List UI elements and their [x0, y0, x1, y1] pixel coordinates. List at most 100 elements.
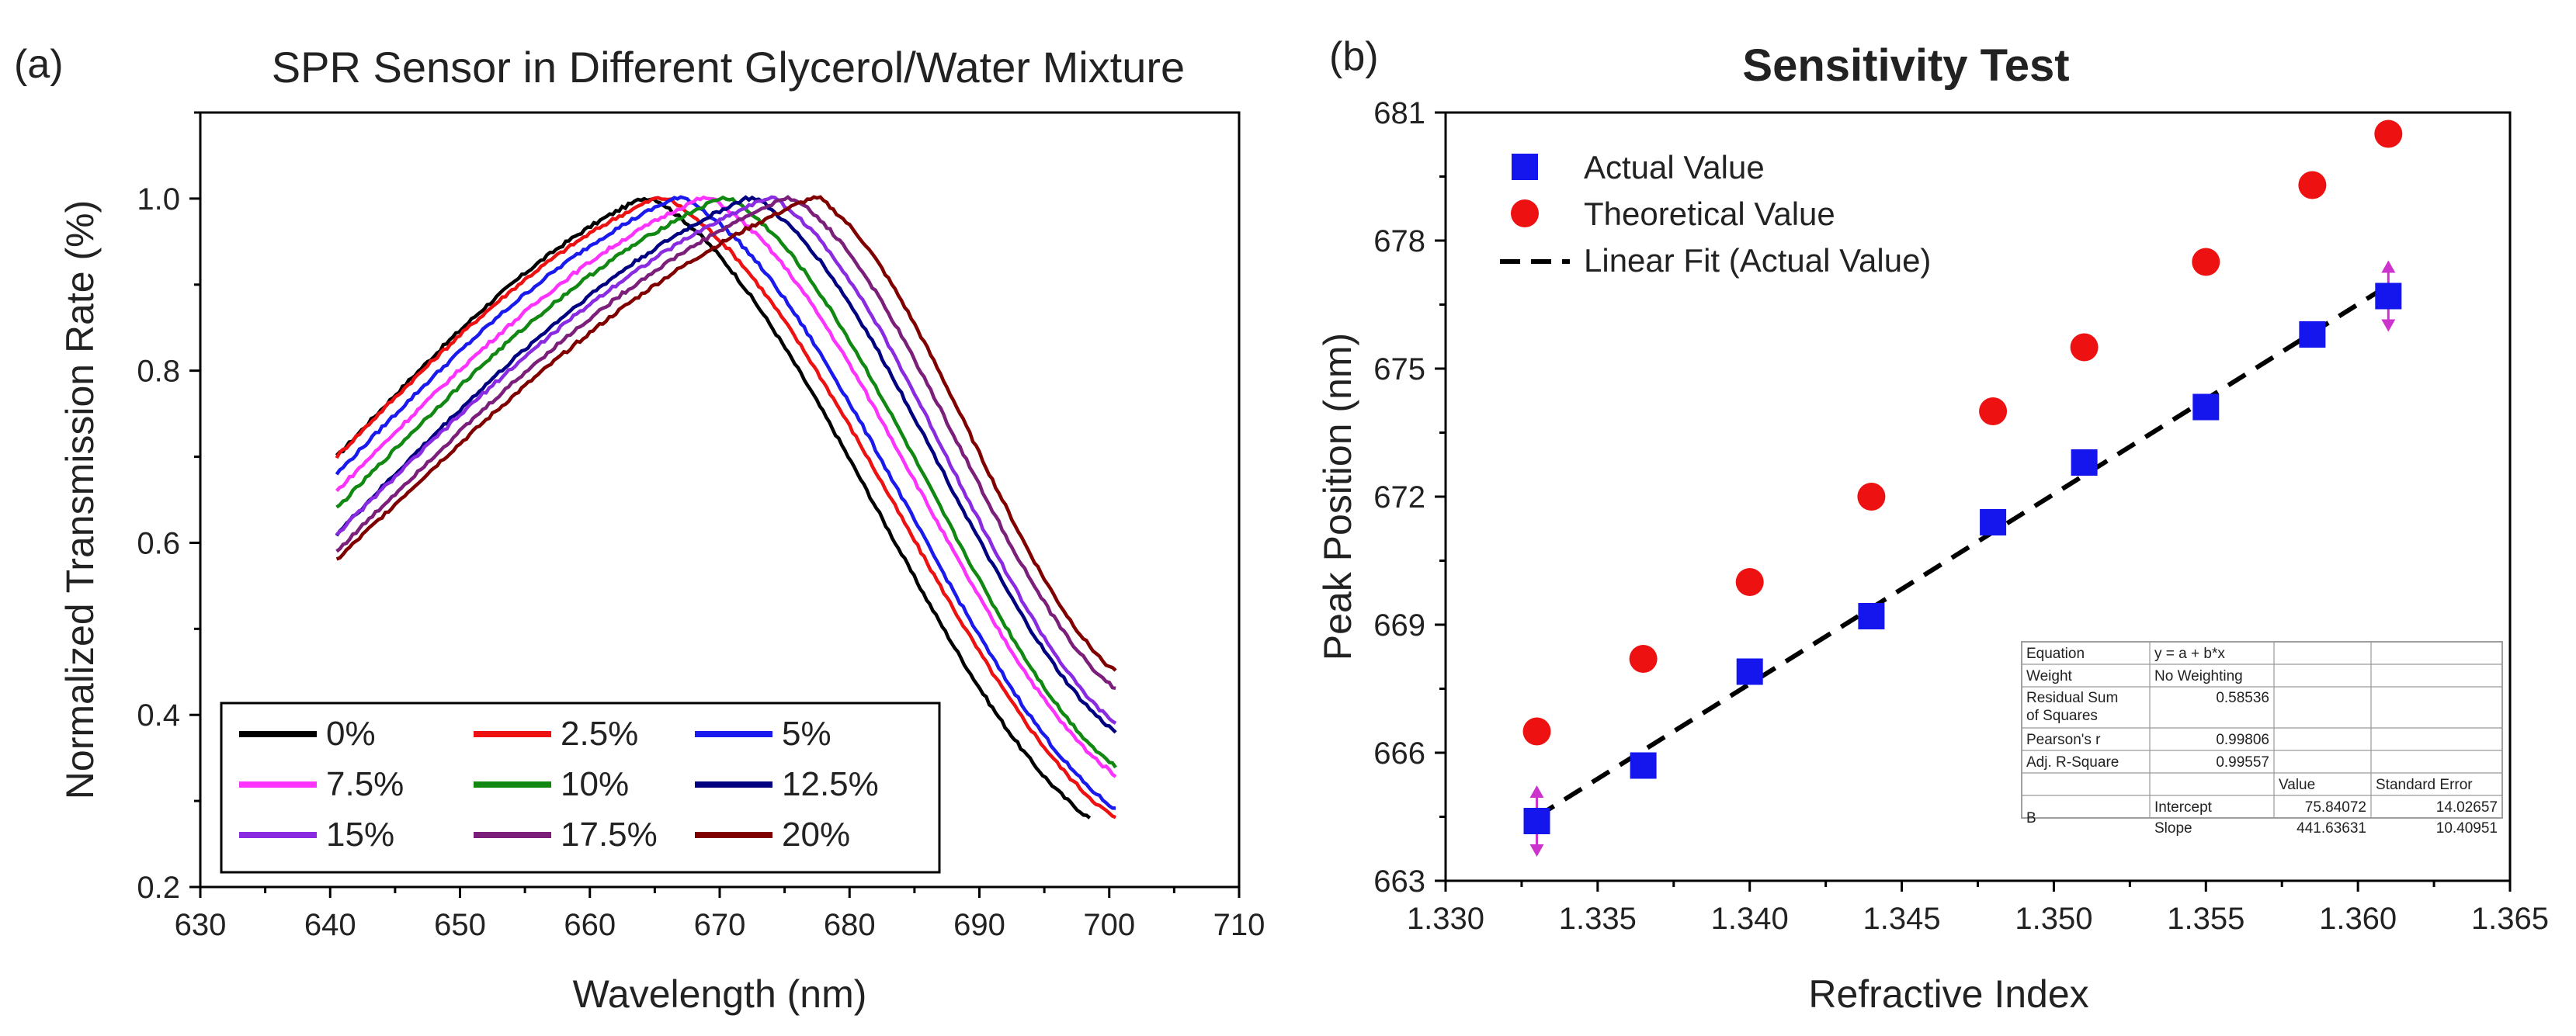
- panel-b-legend-actual-label: Actual Value: [1584, 149, 1765, 185]
- panel-b-theoretical-point: [2192, 248, 2220, 276]
- panel-b-y-tick-label: 669: [1373, 608, 1425, 643]
- panel-b-x-tick-label: 1.365: [2471, 902, 2549, 936]
- panel-b-theoretical-point: [2298, 171, 2327, 199]
- panel-b-stats-cell: 10.40951: [2436, 820, 2498, 837]
- panel-b-actual-point: [1858, 603, 1885, 629]
- panel-a-series-line: [335, 195, 1116, 691]
- panel-b-stats-cell: Weight: [2026, 668, 2073, 684]
- panel-b-stats-table: Equation y = a + b*x Weight No Weighting Res…: [2021, 641, 2503, 837]
- panel-b-legend: Actual Value Theoretical Value Linear Fit …: [1500, 149, 1931, 279]
- panel-a-title: SPR Sensor in Different Glycerol/Water M…: [272, 43, 1185, 92]
- panel-b-x-tick-label: 1.360: [2319, 902, 2397, 936]
- panel-a-x-tick-label: 700: [1083, 908, 1135, 942]
- panel-b-stats-cell: Intercept: [2154, 799, 2213, 816]
- panel-b-axis-ticks: 1.330 1.335 1.340 1.345 1.350 1.355 1.360 1.365…: [1373, 96, 2549, 936]
- panel-a-x-axis-title: Wavelength (nm): [573, 972, 867, 1016]
- panel-b-error-bar-cap-up: [1529, 785, 1544, 798]
- panel-b-y-tick-label: 666: [1373, 736, 1425, 771]
- panel-b-legend-theoretical-label: Theoretical Value: [1584, 196, 1835, 232]
- panel-a-x-tick-label: 680: [824, 908, 876, 942]
- panel-a-legend-label: 5%: [782, 715, 831, 753]
- panel-a-y-tick-label: 1.0: [137, 182, 180, 217]
- panel-b-stats-cell: Value: [2279, 777, 2315, 793]
- panel-b-stats-cell: Pearson's r: [2026, 732, 2101, 748]
- panel-b-theoretical-point: [2070, 333, 2099, 362]
- panel-a-x-tick-label: 710: [1213, 908, 1265, 942]
- panel-a-plot-frame: [199, 111, 1241, 889]
- panel-b-actual-point: [2192, 393, 2220, 421]
- panel-a-series-line: [335, 195, 1117, 778]
- panel-b-actual-point: [2071, 449, 2098, 476]
- panel-b-x-axis-title: Refractive Index: [1808, 972, 2088, 1016]
- panel-b-stats-cell: Adj. R-Square: [2026, 754, 2119, 771]
- panel-b-title: Sensitivity Test: [1742, 40, 2069, 91]
- panel-b-x-tick-label: 1.350: [2015, 902, 2092, 936]
- panel-a-legend-label: 20%: [782, 816, 850, 854]
- panel-b-x-tick-label: 1.335: [1559, 902, 1637, 936]
- panel-a-x-tick-label: 630: [175, 908, 227, 942]
- panel-a-axis-ticks: 630 640 650 660 670 680 690 700 710 0.2 0.4 0.6 0.8 1…: [137, 111, 1265, 942]
- panel-a-series-line: [335, 195, 1117, 734]
- panel-a-y-tick-label: 0.8: [137, 355, 180, 389]
- panel-b-error-bar-cap-down: [2381, 319, 2396, 332]
- panel-b-stats-cell: 0.99806: [2216, 732, 2269, 748]
- panel-b-stats-cell: Equation: [2026, 646, 2085, 662]
- panel-a-x-tick-label: 670: [694, 908, 746, 942]
- panel-b-x-tick-label: 1.330: [1407, 902, 1484, 936]
- panel-b-theoretical-point: [1735, 568, 1764, 596]
- panel-a-x-tick-label: 650: [434, 908, 486, 942]
- panel-a-series-line: [335, 195, 1117, 672]
- panel-a-x-tick-label: 640: [304, 908, 356, 942]
- panel-b-actual-point: [1736, 658, 1763, 685]
- panel-a-series-line: [335, 195, 1117, 769]
- panel-a-legend-label: 0%: [326, 715, 376, 753]
- panel-b-theoretical-point: [2374, 120, 2403, 148]
- panel-b-y-tick-label: 681: [1373, 96, 1425, 130]
- panel-a-curves: [335, 195, 1117, 819]
- panel-b-x-tick-label: 1.340: [1711, 902, 1789, 936]
- panel-b-stats-cell: Residual Sum of Squares: [2026, 690, 2118, 724]
- panel-a-x-tick-label: 690: [953, 908, 1005, 942]
- panel-a-legend-label: 7.5%: [326, 765, 404, 803]
- panel-b-error-bar-cap-down: [1529, 844, 1544, 857]
- panel-a-y-tick-label: 0.2: [137, 871, 180, 905]
- panel-b-fit-line: [1535, 283, 2390, 819]
- panel-a-x-tick-label: 660: [564, 908, 616, 942]
- panel-b-label: (b): [1329, 34, 1379, 79]
- panel-b-legend-fit-label: Linear Fit (Actual Value): [1584, 242, 1931, 279]
- panel-a-legend-label: 15%: [326, 816, 394, 854]
- panel-b-actual-point: [1980, 509, 2007, 535]
- panel-b-stats-cell: 0.99557: [2216, 754, 2269, 771]
- panel-b-stats-cell: B: [2026, 810, 2036, 826]
- panel-b-x-tick-label: 1.355: [2167, 902, 2244, 936]
- panel-a-legend: 0% 2.5% 5% 7.5% 10% 12.5% 15% 17.5% 20%: [220, 702, 941, 874]
- panel-a-legend-label: 10%: [561, 765, 629, 803]
- panel-b-y-tick-label: 663: [1373, 864, 1425, 899]
- panel-b-legend-theoretical-marker: [1511, 199, 1539, 227]
- panel-b-points: [1522, 120, 2403, 834]
- panel-b-actual-point: [2299, 321, 2326, 348]
- panel-b-theoretical-point: [1979, 397, 2008, 425]
- panel-b-y-tick-label: 672: [1373, 480, 1425, 515]
- panel-a-series-line: [335, 195, 1117, 725]
- panel-b: (b) Sensitivity Test 1.330 1.335 1.340 1.34…: [1316, 34, 2549, 1016]
- panel-b-stats-cell: 441.63631: [2297, 820, 2366, 837]
- panel-b-actual-point: [2375, 282, 2402, 310]
- panel-a-legend-box: [220, 702, 941, 874]
- panel-a-y-tick-label: 0.6: [137, 526, 180, 560]
- panel-b-theoretical-point: [1629, 645, 1658, 673]
- panel-b-legend-actual-marker: [1512, 154, 1538, 180]
- panel-b-y-tick-label: 675: [1373, 352, 1425, 386]
- panel-a-legend-label: 2.5%: [561, 715, 638, 753]
- panel-a-series-line: [335, 196, 1116, 819]
- panel-b-stats-cell: y = a + b*x: [2154, 646, 2225, 662]
- panel-a-y-axis-title: Normalized Transmission Rate (%): [58, 200, 102, 799]
- panel-a-label: (a): [14, 42, 64, 87]
- panel-b-stats-cell: 0.58536: [2216, 690, 2269, 706]
- panel-b-theoretical-point: [1522, 717, 1551, 746]
- panel-a: (a) SPR Sensor in Different Glycerol/Wat…: [14, 42, 1265, 1016]
- panel-b-y-axis-title: Peak Position (nm): [1316, 333, 1359, 660]
- panel-a-y-tick-label: 0.4: [137, 698, 180, 733]
- panel-b-stats-cell: No Weighting: [2154, 668, 2243, 684]
